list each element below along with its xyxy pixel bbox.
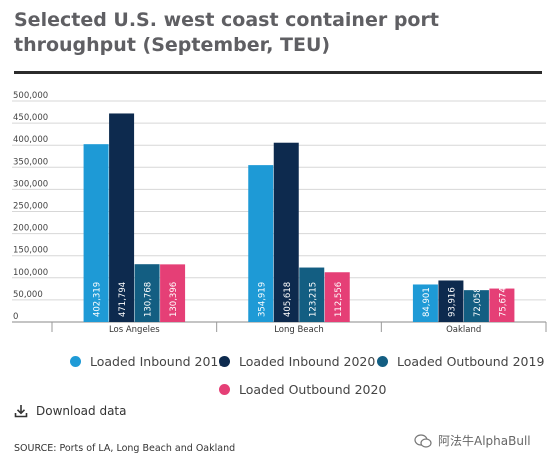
y-tick-label: 100,000 [13,268,48,278]
bar [463,290,489,322]
data-label: 402,319 [93,282,103,317]
bar [248,165,274,322]
download-data-link[interactable]: Download data [14,404,127,418]
legend-item: Loaded Inbound 2020 [219,354,375,369]
data-label: 123,215 [308,282,318,317]
data-label: 72,058 [473,287,483,317]
data-label: 93,916 [447,287,457,317]
data-label: 84,901 [422,287,432,317]
download-label: Download data [36,404,127,418]
y-tick-label: 500,000 [13,91,48,101]
y-tick-label: 450,000 [13,113,48,123]
bar [83,144,109,322]
y-tick-label: 200,000 [13,224,48,234]
download-icon [14,405,28,418]
bar [134,264,160,322]
y-tick-label: 400,000 [13,135,48,145]
bar [438,280,464,322]
category-label: Long Beach [274,325,324,335]
y-tick-label: 50,000 [13,290,43,300]
bar [273,142,299,322]
y-tick-label: 350,000 [13,157,48,167]
data-label: 130,768 [144,282,154,317]
title-divider [14,71,542,74]
wechat-icon [414,433,432,448]
data-label: 471,794 [118,282,128,317]
bar [160,264,186,322]
category-label: Los Angeles [109,325,160,335]
y-tick-label: 0 [13,312,18,322]
y-tick-label: 250,000 [13,202,48,212]
data-label: 354,919 [257,282,267,317]
data-label: 405,618 [283,282,293,317]
legend-item: Loaded Outbound 2019 [377,354,544,369]
legend-swatch [219,356,230,367]
legend-swatch [377,356,388,367]
legend-label: Loaded Inbound 2019 [90,354,227,369]
legend-swatch [219,384,230,395]
category-label: Oakland [446,325,481,335]
data-label: 75,674 [498,287,508,317]
legend-item: Loaded Outbound 2020 [219,382,386,397]
legend-label: Loaded Inbound 2020 [239,354,376,369]
watermark-text: 阿法牛AlphaBull [438,434,531,448]
source-note: SOURCE: Ports of LA, Long Beach and Oakl… [14,443,236,454]
legend-label: Loaded Outbound 2019 [397,354,545,369]
y-tick-label: 150,000 [13,246,48,256]
data-label: 130,396 [169,282,179,317]
legend-item: Loaded Inbound 2019 [70,354,226,369]
legend-label: Loaded Outbound 2020 [239,382,387,397]
bar [109,113,135,322]
bar-chart: 0 50,000 100,000 150,000 200,000 250,000 300,0… [12,91,547,335]
bar [489,288,515,322]
bar [299,267,325,322]
watermark: 阿法牛AlphaBull [414,432,531,449]
legend-swatch [70,356,81,367]
chart-title: Selected U.S. west coast container port … [14,9,439,56]
y-tick-label: 300,000 [13,179,48,189]
data-label: 112,556 [334,282,344,317]
bar [324,272,350,322]
bar [412,284,438,322]
